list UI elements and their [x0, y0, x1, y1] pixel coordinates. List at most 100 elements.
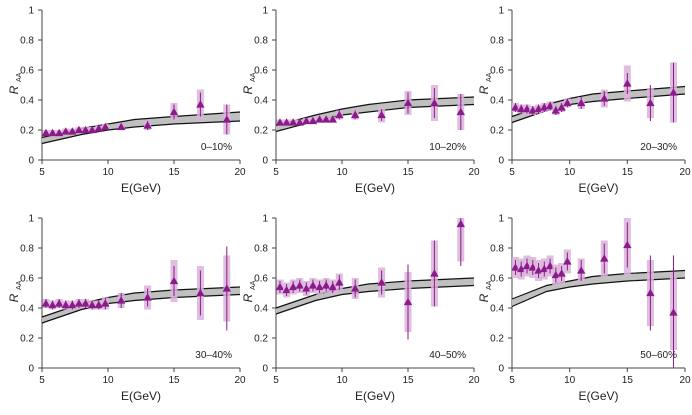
- data-point: [335, 278, 344, 286]
- data-point: [87, 125, 97, 134]
- data-point: [295, 281, 304, 289]
- panel-label: 40–50%: [429, 350, 466, 361]
- x-tick-label: 15: [168, 167, 180, 178]
- y-axis-label: R AA: [477, 280, 493, 302]
- x-tick-label: 20: [234, 375, 246, 386]
- data-point: [308, 281, 318, 289]
- data-point: [282, 118, 291, 126]
- data-point: [456, 219, 465, 228]
- theory-band: [512, 86, 685, 123]
- y-tick-label: 0: [262, 156, 268, 167]
- y-axis-label-main: R: [477, 293, 491, 302]
- x-tick-label: 10: [102, 375, 114, 386]
- data-point: [328, 115, 337, 123]
- data-point: [646, 288, 655, 297]
- x-tick-label: 5: [509, 167, 515, 178]
- x-axis-label: E(GeV): [355, 181, 395, 195]
- x-tick-label: 20: [679, 167, 691, 178]
- x-tick-label: 20: [468, 375, 480, 386]
- data-point: [545, 101, 555, 110]
- y-tick-label: 0.6: [490, 66, 504, 77]
- y-axis-label-sub: AA: [16, 280, 23, 290]
- y-axis-label: R AA: [477, 72, 493, 94]
- data-point: [308, 116, 318, 125]
- data-point: [222, 115, 231, 123]
- data-point: [403, 98, 413, 107]
- y-tick-label: 0.8: [254, 244, 268, 255]
- data-point: [68, 127, 77, 135]
- x-tick-label: 10: [102, 167, 114, 178]
- data-point: [351, 110, 360, 119]
- y-tick-label: 0: [498, 364, 504, 375]
- data-point: [169, 276, 179, 285]
- y-tick-label: 0.4: [490, 304, 504, 315]
- data-point: [315, 115, 324, 123]
- y-axis-label: R AA: [7, 280, 23, 302]
- x-axis-label: E(GeV): [578, 181, 618, 195]
- data-point: [68, 300, 77, 309]
- data-point: [41, 128, 51, 137]
- data-point: [377, 110, 386, 119]
- y-axis-label-sub: AA: [250, 280, 257, 290]
- y-tick-label: 1: [262, 214, 268, 225]
- y-tick-label: 0.8: [20, 36, 34, 47]
- data-point: [557, 269, 566, 277]
- data-point: [403, 297, 413, 306]
- y-tick-label: 0.6: [20, 274, 34, 285]
- panel-label: 50–60%: [640, 350, 677, 361]
- panel-label: 20–30%: [640, 142, 677, 153]
- data-point: [528, 263, 537, 271]
- y-tick-label: 0.6: [490, 274, 504, 285]
- data-point: [143, 293, 152, 301]
- theory-band: [42, 287, 240, 323]
- x-tick-label: 5: [273, 375, 279, 386]
- data-point: [288, 118, 298, 126]
- y-axis-label-sub: AA: [16, 72, 23, 82]
- x-tick-label: 5: [509, 375, 515, 386]
- data-point: [302, 284, 311, 292]
- data-point: [563, 98, 572, 107]
- data-point: [288, 282, 298, 291]
- y-tick-label: 0.8: [490, 244, 504, 255]
- data-point: [41, 299, 51, 307]
- data-point: [94, 124, 103, 132]
- x-tick-label: 20: [679, 375, 691, 386]
- y-tick-label: 0.2: [490, 126, 504, 137]
- x-axis-label: E(GeV): [355, 389, 395, 403]
- data-point: [74, 299, 84, 307]
- x-tick-label: 20: [468, 167, 480, 178]
- data-point: [600, 94, 609, 102]
- y-tick-label: 0.8: [20, 244, 34, 255]
- data-point: [196, 288, 205, 297]
- y-axis-label-main: R: [7, 85, 21, 94]
- y-axis-label-main: R: [241, 85, 255, 94]
- data-point: [321, 281, 331, 289]
- y-tick-label: 0.6: [20, 66, 34, 77]
- y-axis-label-sub: AA: [486, 280, 493, 290]
- y-axis-label-main: R: [7, 293, 21, 302]
- y-axis-label-main: R: [477, 85, 491, 94]
- x-tick-label: 10: [336, 375, 348, 386]
- data-point: [335, 110, 344, 119]
- x-tick-label: 15: [402, 375, 414, 386]
- data-point: [196, 100, 205, 108]
- x-tick-label: 15: [168, 375, 180, 386]
- y-tick-label: 0.2: [254, 126, 268, 137]
- data-point: [545, 261, 555, 270]
- y-tick-label: 0.4: [490, 96, 504, 107]
- y-tick-label: 0.2: [490, 334, 504, 345]
- y-tick-label: 0.4: [254, 304, 268, 315]
- data-point: [61, 300, 70, 309]
- theory-band: [512, 270, 685, 307]
- data-point: [94, 300, 103, 309]
- data-point: [302, 116, 311, 125]
- data-point: [143, 121, 152, 129]
- x-tick-label: 15: [622, 167, 634, 178]
- data-point: [81, 299, 90, 307]
